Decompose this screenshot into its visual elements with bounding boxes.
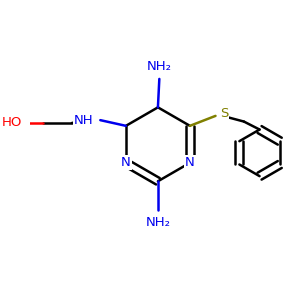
Text: HO: HO — [2, 116, 22, 130]
Text: S: S — [220, 106, 228, 119]
Text: NH: NH — [74, 114, 93, 127]
Text: NH₂: NH₂ — [146, 216, 170, 229]
Text: N: N — [121, 156, 131, 169]
Text: N: N — [185, 156, 195, 169]
Text: NH₂: NH₂ — [147, 60, 172, 73]
